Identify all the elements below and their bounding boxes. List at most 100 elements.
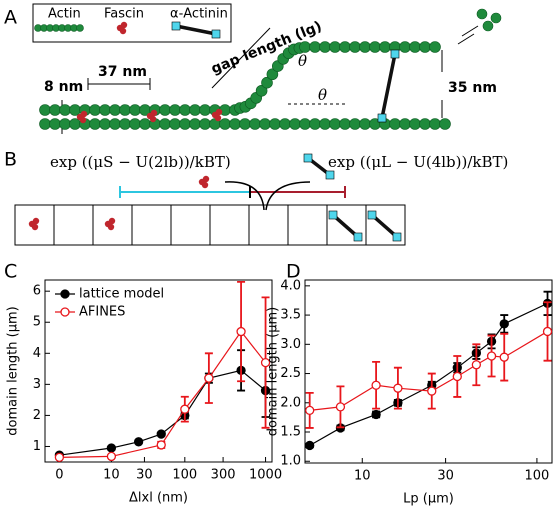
- actin-bead: [349, 41, 361, 53]
- data-point: [156, 440, 166, 450]
- actin-bead: [199, 118, 211, 130]
- legend-box: [32, 3, 232, 43]
- panel-label: B: [4, 149, 17, 171]
- actin-bead: [139, 118, 151, 130]
- actinin-end: [303, 153, 313, 163]
- data-point: [393, 383, 403, 393]
- actinin-end: [377, 113, 387, 123]
- actin-bead: [59, 104, 71, 116]
- actinin-rod: [175, 24, 217, 36]
- y-tick-label: 5: [33, 315, 41, 330]
- actin-bead: [339, 41, 351, 53]
- data-point: [54, 452, 65, 462]
- y-tick-label: 3.5: [280, 308, 301, 323]
- actin-bead: [99, 104, 111, 116]
- data-point: [305, 440, 315, 451]
- fascin: [79, 116, 87, 124]
- y-tick-label: 1.5: [280, 425, 301, 440]
- actin-bead: [339, 118, 351, 130]
- fascin: [107, 223, 115, 231]
- actin-bead: [299, 41, 311, 53]
- actin-bead: [159, 118, 171, 130]
- actin-bead: [269, 118, 281, 130]
- data-point: [542, 326, 553, 337]
- actin-bead: [49, 104, 61, 116]
- x-tick-label: 0: [55, 468, 63, 483]
- y-tick-label: 4.0: [280, 278, 301, 293]
- actin-bead: [179, 118, 191, 130]
- legend-marker: [60, 307, 70, 317]
- actin-bead: [255, 84, 268, 97]
- legend-label: lattice model: [79, 287, 164, 302]
- actin-bead: [76, 24, 84, 32]
- actin-bead: [69, 104, 81, 116]
- actin-bead: [159, 104, 171, 116]
- data-point: [204, 373, 214, 383]
- x-tick-label: 300: [211, 468, 236, 483]
- lattice-site: [209, 204, 250, 246]
- data-point: [260, 357, 271, 368]
- actin-bead: [359, 41, 371, 53]
- x-tick-label: 100: [172, 468, 197, 483]
- actin-bead: [419, 41, 431, 53]
- plot-frame: [304, 279, 553, 464]
- actin-bead: [169, 104, 181, 116]
- actinin-end: [211, 29, 221, 39]
- legend-label: Actin: [48, 7, 81, 22]
- y-tick-label: 1: [33, 439, 41, 454]
- actin-bead: [89, 104, 101, 116]
- y-tick-label: 3: [33, 377, 41, 392]
- angle-label: θ: [298, 52, 307, 70]
- plots: 0 10 30 100 300 1000 1 2 3 4 5 6 Δlxl (nm) domain len…: [6, 278, 553, 507]
- actin-bead: [319, 118, 331, 130]
- actin-bead: [109, 118, 121, 130]
- actin-bead: [349, 118, 361, 130]
- fascin: [31, 223, 39, 231]
- actin-bead: [329, 118, 341, 130]
- legend-marker: [60, 289, 70, 299]
- actin-bead: [89, 118, 101, 130]
- y-tick-label: 6: [33, 284, 41, 299]
- lattice-site: [287, 204, 328, 246]
- lattice-site: [365, 204, 406, 246]
- actin-bead: [289, 118, 301, 130]
- actin-bead: [109, 104, 121, 116]
- rate-label: exp ((μL − U(4lb))/kBT): [328, 153, 508, 171]
- actin-bead: [266, 68, 279, 81]
- fascin: [120, 21, 128, 29]
- actin-bead: [39, 104, 51, 116]
- actin-bead: [179, 104, 191, 116]
- actin-bead: [429, 41, 441, 53]
- actin-bead: [199, 104, 211, 116]
- actin-bead: [319, 41, 331, 53]
- x-tick-label: 10: [354, 469, 371, 484]
- y-tick-label: 2.5: [280, 366, 301, 381]
- actin-bead: [309, 118, 321, 130]
- data-point: [371, 409, 381, 420]
- fascin: [108, 217, 116, 225]
- lattice-site: [53, 204, 94, 246]
- lattice-site: [131, 204, 172, 246]
- actin-bead: [299, 118, 311, 130]
- actin-bead: [439, 118, 451, 130]
- y-tick-label: 3.0: [280, 337, 301, 352]
- x-axis-label: Δlxl (nm): [129, 491, 188, 506]
- actin-bead: [309, 41, 321, 53]
- legend-label: AFINES: [79, 305, 125, 320]
- actin-bead: [229, 118, 241, 130]
- fascin: [202, 175, 210, 183]
- measure-label: 35 nm: [448, 80, 497, 96]
- actinin-end: [171, 21, 181, 31]
- x-tick-label: 10: [103, 468, 120, 483]
- actin-bead: [482, 20, 494, 32]
- x-tick-label: 30: [136, 468, 153, 483]
- actin-bead: [39, 118, 51, 130]
- actin-bead: [129, 118, 141, 130]
- x-tick-label: 1000: [249, 468, 282, 483]
- data-point: [471, 360, 482, 370]
- actinin-end: [353, 232, 363, 242]
- data-point: [371, 380, 381, 390]
- actin-bead: [69, 118, 81, 130]
- panel-label: D: [286, 261, 301, 283]
